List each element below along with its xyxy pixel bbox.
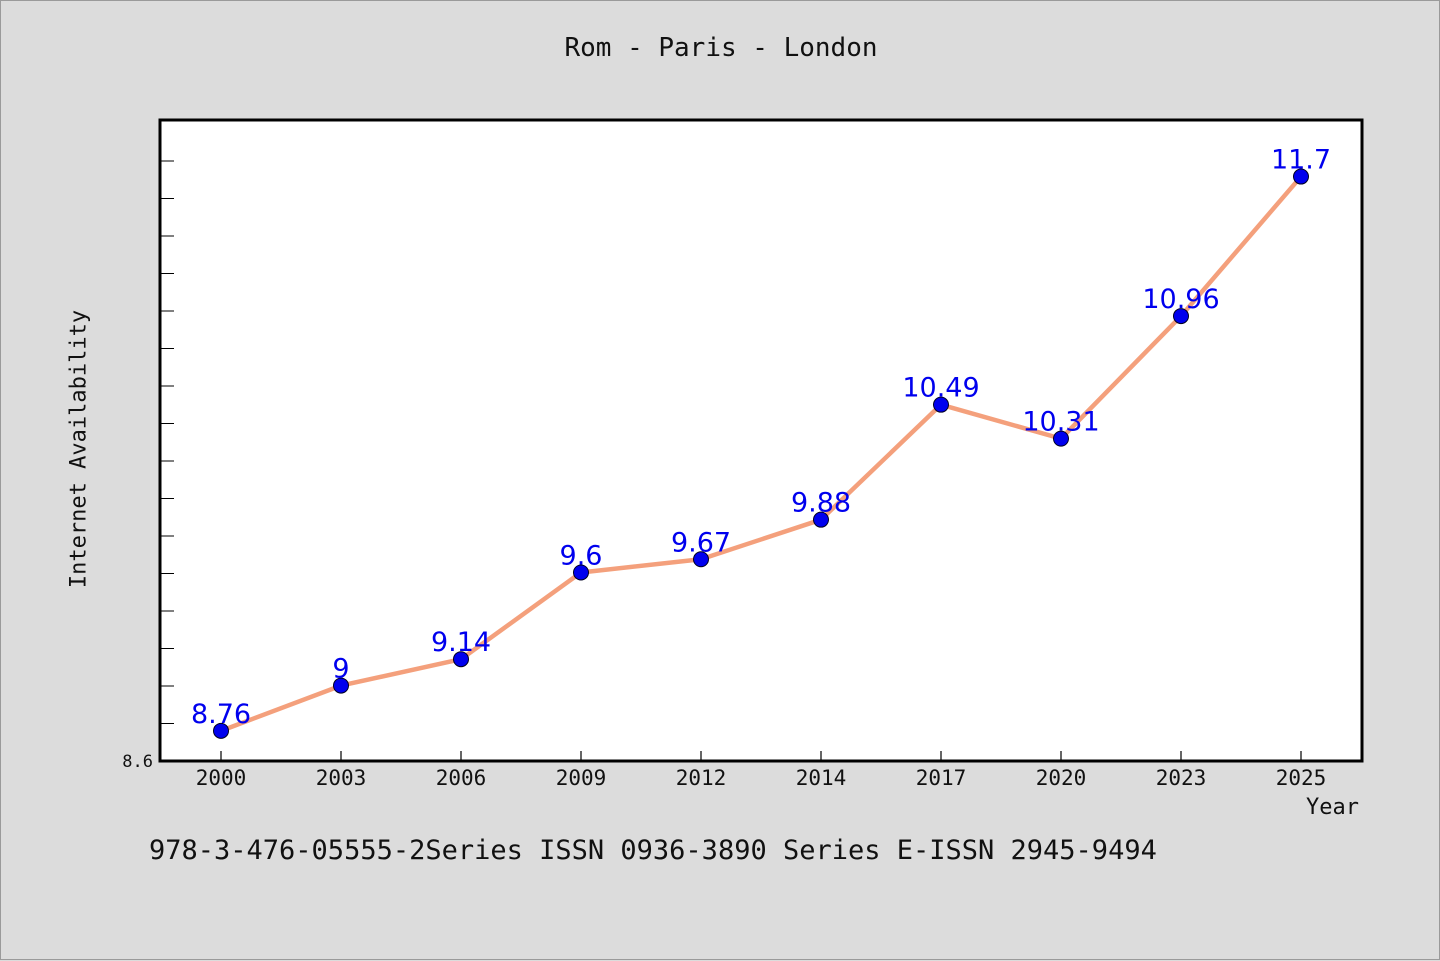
chart-title: Rom - Paris - London bbox=[564, 33, 878, 63]
data-point bbox=[453, 651, 469, 668]
data-point bbox=[1053, 430, 1069, 447]
x-tick-label: 2012 bbox=[676, 766, 727, 790]
data-labels: 8.76 9 9.14 9.6 9.67 9.88 10.49 10.31 10.96 11.7 bbox=[191, 145, 1331, 730]
data-label: 10.49 bbox=[902, 373, 979, 404]
x-tick-label: 2020 bbox=[1036, 766, 1087, 790]
footer-note: 978-3-476-05555-2Series ISSN 0936-3890 S… bbox=[149, 835, 1157, 866]
data-label: 9.6 bbox=[560, 540, 603, 571]
x-tick-label: 2014 bbox=[796, 766, 847, 790]
data-point bbox=[813, 511, 829, 528]
y-tick-label: 8.6 bbox=[122, 752, 153, 772]
x-tick-label: 2006 bbox=[436, 766, 487, 790]
data-label: 10.31 bbox=[1022, 407, 1099, 438]
y-minor-ticks bbox=[160, 160, 174, 762]
y-axis-label: Internet Availability bbox=[66, 309, 92, 589]
data-point bbox=[573, 564, 589, 581]
data-point bbox=[1173, 308, 1189, 325]
x-tick-label: 2017 bbox=[916, 766, 967, 790]
x-tick-label: 2023 bbox=[1156, 766, 1207, 790]
series-markers bbox=[213, 168, 1309, 739]
data-label: 9.14 bbox=[431, 627, 491, 658]
data-point bbox=[693, 551, 709, 568]
data-label: 11.7 bbox=[1271, 145, 1331, 176]
data-point bbox=[213, 722, 229, 739]
x-axis-ticks: 2000 2003 2006 2009 2012 2014 2017 2020 2023 2025 bbox=[196, 751, 1327, 790]
data-label: 8.76 bbox=[191, 699, 251, 730]
plot-area bbox=[158, 118, 1364, 763]
x-tick-label: 2025 bbox=[1276, 766, 1327, 790]
data-label: 9.88 bbox=[791, 488, 851, 519]
data-point bbox=[333, 677, 349, 694]
data-label: 9 bbox=[332, 654, 349, 685]
data-point bbox=[1293, 168, 1309, 185]
series-line bbox=[218, 174, 1304, 734]
x-tick-label: 2009 bbox=[556, 766, 607, 790]
data-label: 10.96 bbox=[1142, 284, 1219, 315]
data-point bbox=[933, 396, 949, 413]
x-axis-label: Year bbox=[1306, 795, 1359, 820]
x-tick-label: 2000 bbox=[196, 766, 247, 790]
data-label: 9.67 bbox=[671, 527, 731, 558]
x-tick-label: 2003 bbox=[316, 766, 367, 790]
